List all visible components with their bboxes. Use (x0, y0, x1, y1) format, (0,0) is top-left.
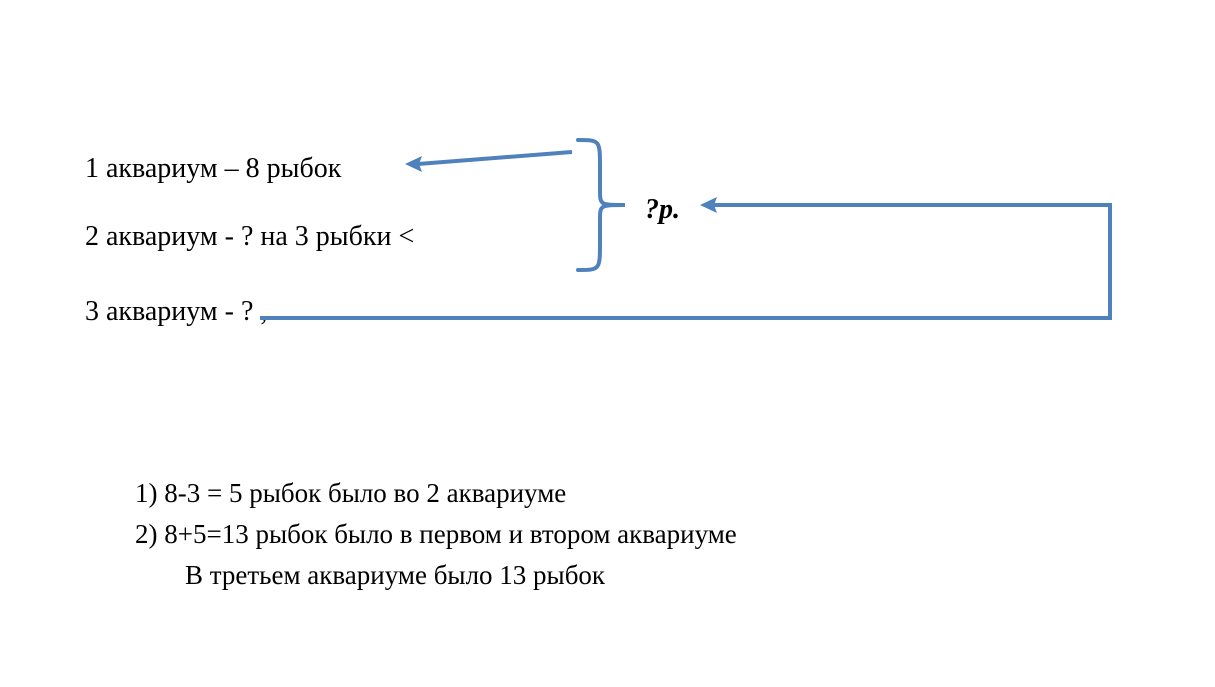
brace (578, 140, 625, 270)
diagram-overlay (0, 0, 1215, 687)
arrow-into-label (700, 197, 717, 213)
solution-step-1: 1) 8-3 = 5 рыбок было во 2 аквариуме (135, 478, 566, 509)
problem-line-2: 2 аквариум - ? на 3 рыбки < (85, 221, 414, 253)
problem-line-1: 1 аквариум – 8 рыбок (85, 153, 341, 185)
arrow-top (405, 152, 572, 172)
problem-line-3: 3 аквариум - ? , (85, 296, 267, 328)
solution-step-2: 2) 8+5=13 рыбок было в первом и втором а… (135, 519, 737, 550)
brace-label: ?р. (645, 194, 680, 226)
solution-step-3: В третьем аквариуме было 13 рыбок (185, 560, 605, 591)
